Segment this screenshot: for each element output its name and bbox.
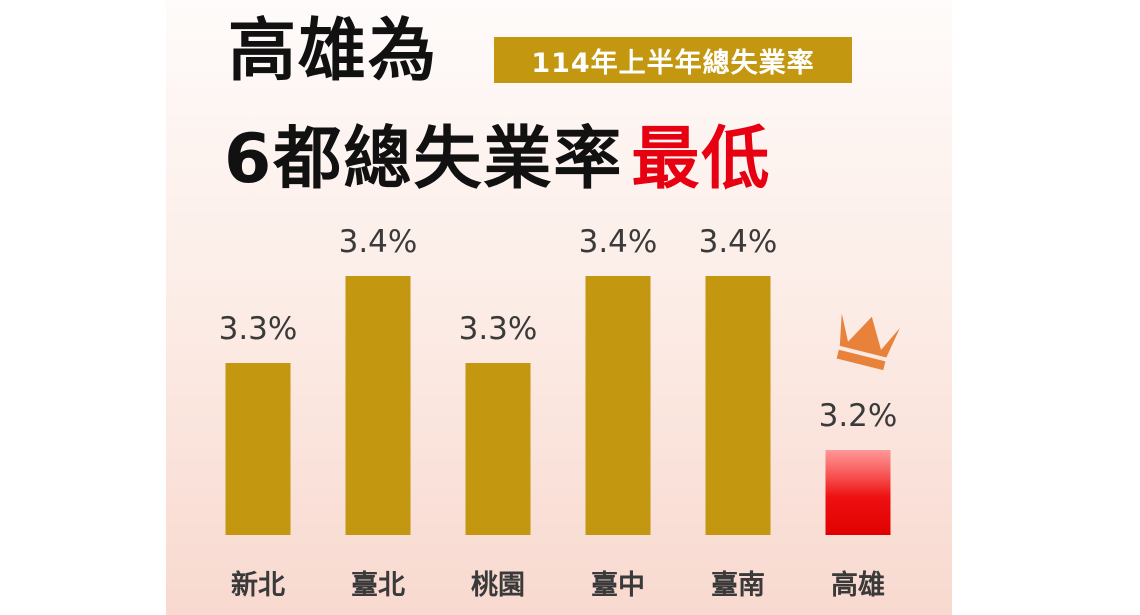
headline-line-2-main: 6都總失業率	[224, 120, 624, 199]
headline-highlight: 最低	[631, 120, 772, 199]
category-label-新北: 新北	[231, 569, 285, 601]
period-badge: 114年上半年總失業率	[494, 37, 852, 83]
value-label-高雄: 3.2%	[819, 398, 898, 434]
category-label-高雄: 高雄	[831, 569, 885, 601]
infographic-panel: 高雄為 114年上半年總失業率 6都總失業率 最低 3.3% 新北 3.4% 臺北 3.3…	[166, 0, 952, 615]
headline-line-1: 高雄為	[228, 12, 439, 91]
bar-臺北	[345, 276, 411, 535]
value-label-桃園: 3.3%	[459, 311, 538, 347]
category-label-臺中: 臺中	[591, 570, 645, 601]
value-label-臺中: 3.4%	[579, 224, 658, 260]
bar-chart: 3.3% 新北 3.4% 臺北 3.3% 桃園 3.4% 臺中 3.4% 臺南 3.2% 高雄	[219, 224, 900, 601]
headline-line-2: 6都總失業率 最低	[224, 126, 771, 194]
bar-新北	[225, 363, 291, 535]
bar-臺中	[585, 276, 651, 535]
category-label-臺北: 臺北	[351, 570, 405, 601]
category-label-桃園: 桃園	[471, 570, 525, 601]
bar-臺南	[705, 276, 771, 535]
crown-icon	[836, 313, 900, 371]
bar-高雄	[825, 450, 891, 535]
category-label-臺南: 臺南	[711, 570, 765, 601]
value-label-臺南: 3.4%	[699, 224, 778, 260]
value-label-新北: 3.3%	[219, 311, 298, 347]
value-label-臺北: 3.4%	[339, 224, 418, 260]
bar-桃園	[465, 363, 531, 535]
